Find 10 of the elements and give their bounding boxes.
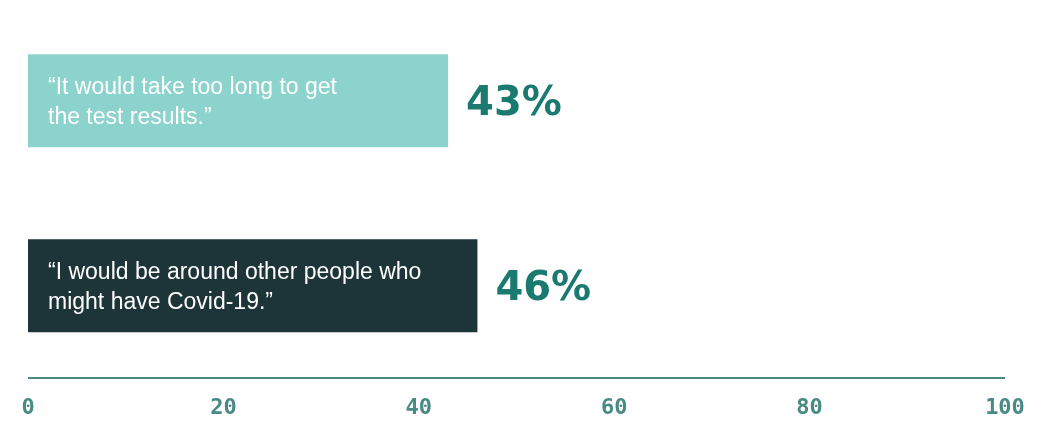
x-tick-label: 20 (210, 393, 237, 419)
data-label: 43% (466, 77, 562, 124)
data-label: 46% (495, 262, 592, 309)
y-tick-label: “I would be around other people who might have Covid-19.” (48, 257, 422, 314)
x-tick-label: 40 (405, 393, 433, 419)
x-tick-label: 60 (600, 393, 628, 419)
x-tick-label: 80 (796, 393, 823, 419)
x-tick-label: 100 (985, 393, 1025, 419)
y-tick-label: “It would take too long to get the test results.” (48, 72, 338, 129)
x-tick-label: 0 (21, 393, 35, 419)
